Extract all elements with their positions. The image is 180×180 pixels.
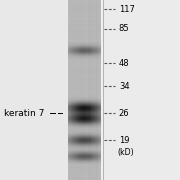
Text: 85: 85: [119, 24, 129, 33]
Text: 34: 34: [119, 82, 129, 91]
Bar: [0, 0, 68, 180]
Text: 26: 26: [119, 109, 129, 118]
Bar: [103, 0, 180, 180]
Text: keratin 7: keratin 7: [4, 109, 44, 118]
Text: 19: 19: [119, 136, 129, 145]
Text: (kD): (kD): [117, 148, 134, 158]
Bar: [68, 0, 101, 180]
Text: 117: 117: [119, 4, 135, 14]
Text: 48: 48: [119, 58, 129, 68]
